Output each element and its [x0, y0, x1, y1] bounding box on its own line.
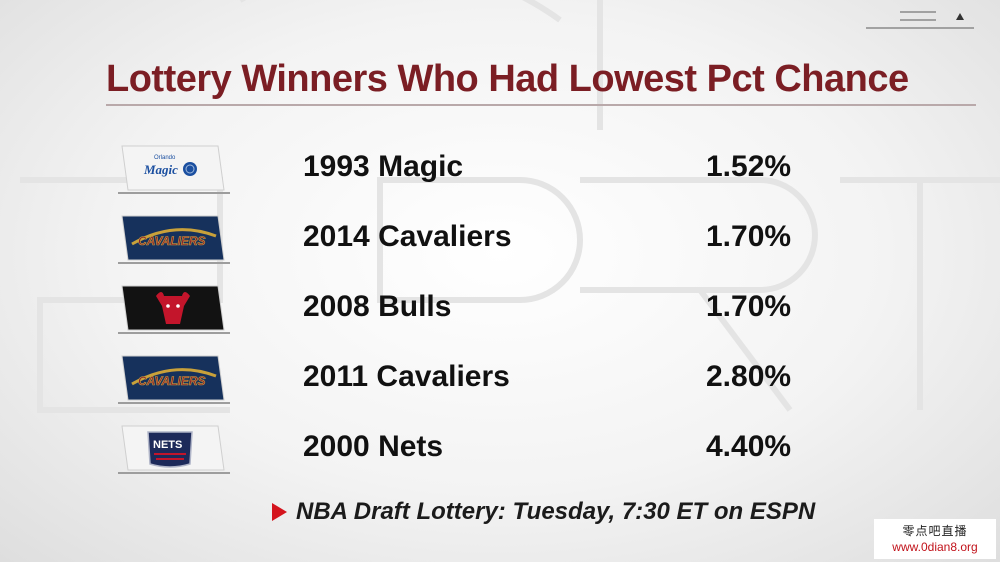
lottery-percent: 1.70% — [706, 220, 792, 253]
new-jersey-nets-logo-icon: NETS — [121, 425, 225, 471]
play-triangle-icon — [272, 503, 287, 521]
footer-text: NBA Draft Lottery: Tuesday, 7:30 ET on E… — [296, 498, 816, 525]
table-row: Orlando Magic 1993 Magic 1.52% — [0, 144, 1000, 214]
logo-underline — [118, 472, 230, 474]
svg-text:Orlando: Orlando — [154, 155, 176, 161]
lottery-percent: 1.70% — [706, 290, 792, 323]
lottery-percent: 4.40% — [706, 430, 792, 463]
logo-underline — [118, 192, 230, 194]
watermark-line-2: www.0dian8.org — [892, 540, 978, 554]
table-row: CAVALIERS 2011 Cavaliers 2.80% — [0, 354, 1000, 424]
footer-promo: NBA Draft Lottery: Tuesday, 7:30 ET on E… — [272, 497, 815, 527]
team-name: 2000 Nets — [303, 430, 444, 463]
menu-collapse-icon — [866, 11, 974, 29]
watermark-line-1: 零点吧直播 — [902, 524, 968, 538]
team-name: 2008 Bulls — [303, 290, 452, 323]
chicago-bulls-logo-icon — [121, 285, 225, 331]
table-row: 2008 Bulls 1.70% — [0, 284, 1000, 354]
title-divider — [106, 104, 976, 106]
lottery-percent: 1.52% — [706, 150, 792, 183]
team-name: 2014 Cavaliers — [303, 220, 512, 253]
page-title: Lottery Winners Who Had Lowest Pct Chanc… — [106, 58, 909, 100]
svg-text:CAVALIERS: CAVALIERS — [138, 234, 206, 248]
svg-text:CAVALIERS: CAVALIERS — [138, 374, 206, 388]
logo-underline — [118, 262, 230, 264]
logo-underline — [118, 332, 230, 334]
cleveland-cavaliers-logo-icon: CAVALIERS — [121, 355, 225, 401]
site-watermark: 零点吧直播 www.0dian8.org — [874, 519, 996, 559]
team-name: 2011 Cavaliers — [303, 360, 510, 393]
orlando-magic-logo-icon: Orlando Magic — [121, 145, 225, 191]
svg-text:NETS: NETS — [153, 439, 182, 451]
lottery-percent: 2.80% — [706, 360, 792, 393]
team-name: 1993 Magic — [303, 150, 464, 183]
table-row: CAVALIERS 2014 Cavaliers 1.70% — [0, 214, 1000, 284]
table-row: NETS 2000 Nets 4.40% — [0, 424, 1000, 494]
cleveland-cavaliers-logo-icon: CAVALIERS — [121, 215, 225, 261]
svg-text:Magic: Magic — [143, 162, 178, 177]
logo-underline — [118, 402, 230, 404]
